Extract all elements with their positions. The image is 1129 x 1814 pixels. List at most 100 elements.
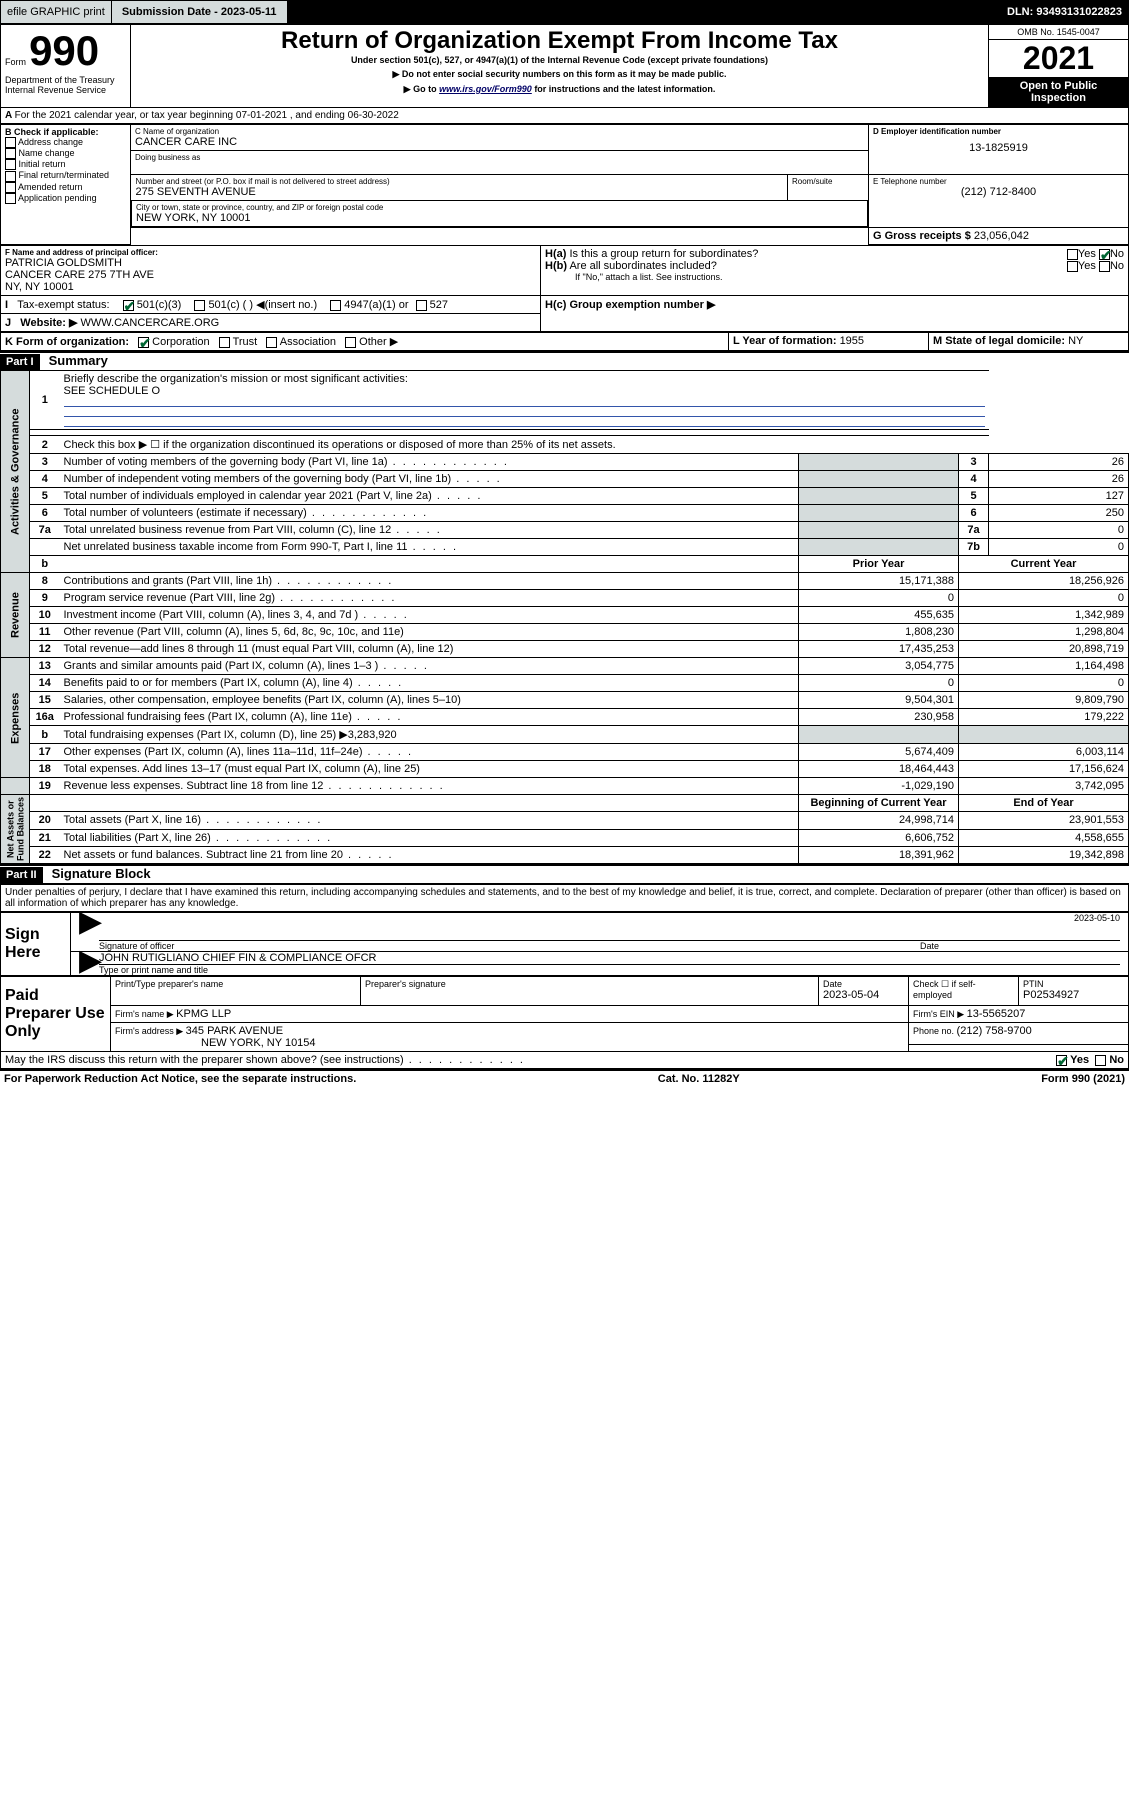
cb-trust[interactable] [219,337,230,348]
prior-year-header: Prior Year [799,556,959,573]
cb-association[interactable] [266,337,277,348]
org-name: CANCER CARE INC [135,136,864,148]
sign-arrow-icon-2: ▶ [79,952,99,975]
officer-name: PATRICIA GOLDSMITH [5,257,536,269]
current-year-header: Current Year [959,556,1129,573]
s1-text: SEE SCHEDULE O [64,385,161,397]
end-year-header: End of Year [959,795,1129,812]
gross-receipts-value: 23,056,042 [974,230,1029,242]
cb-address-change[interactable]: Address change [5,137,126,148]
hb-no[interactable] [1099,261,1110,272]
topbar: efile GRAPHIC print Submission Date - 20… [0,0,1129,24]
vlabel-revenue: Revenue [1,573,30,658]
ha-line: H(a) Is this a group return for subordin… [545,248,1124,260]
sign-here-block: Sign Here ▶ 2023-05-10 Signature of offi… [0,912,1129,976]
ein-value: 13-1825919 [873,142,1124,154]
klm-block: K Form of organization: Corporation Trus… [0,332,1129,351]
cb-corporation[interactable] [138,337,149,348]
s1-label: Briefly describe the organization's miss… [64,373,408,385]
cb-amended-return[interactable]: Amended return [5,182,126,193]
dln-label: DLN: 93493131022823 [1001,1,1128,23]
tax-year: 2021 [989,40,1128,77]
city-label: City or town, state or province, country… [136,203,863,212]
officer-addr1: CANCER CARE 275 7TH AVE [5,269,536,281]
summary-table: Activities & Governance 1 Briefly descri… [0,370,1129,864]
year-formation: 1955 [840,335,864,347]
vlabel-netassets: Net Assets or Fund Balances [1,795,30,864]
state-domicile: NY [1068,335,1083,347]
paid-preparer-block: Paid Preparer Use Only Print/Type prepar… [0,976,1129,1052]
subtitle-2: ▶ Do not enter social security numbers o… [135,69,984,80]
officer-group-block: F Name and address of principal officer:… [0,245,1129,332]
discuss-line: May the IRS discuss this return with the… [0,1052,1129,1069]
hc-label: H(c) Group exemption number ▶ [545,299,715,311]
row3-desc: Number of voting members of the governin… [60,454,799,471]
ha-yes[interactable] [1067,249,1078,260]
street-label: Number and street (or P.O. box if mail i… [136,177,784,186]
line-k-label: K Form of organization: [5,336,129,348]
form-number: 990 [29,27,99,74]
cb-name-change[interactable]: Name change [5,148,126,159]
form-title: Return of Organization Exempt From Incom… [135,27,984,55]
box-c-label: C Name of organization [135,127,864,136]
website-label: Website: ▶ [20,317,77,329]
line-l-label: L Year of formation: [733,335,840,347]
box-f-label: F Name and address of principal officer: [5,248,536,257]
footer: For Paperwork Reduction Act Notice, see … [0,1069,1129,1087]
identity-block: B Check if applicable: Address change Na… [0,124,1129,245]
cb-4947[interactable] [330,300,341,311]
sign-here-label: Sign Here [1,913,71,976]
sig-officer-label: Signature of officer [99,941,920,951]
omb-label: OMB No. 1545-0047 [989,25,1128,40]
header-table: Form 990 Department of the Treasury Inte… [0,24,1129,108]
part1-header: Part I Summary [0,351,1129,370]
website-value: WWW.CANCERCARE.ORG [81,317,220,329]
form-label: Form [5,57,26,67]
subtitle-3: ▶ Go to www.irs.gov/Form990 for instruct… [135,84,984,95]
street-value: 275 SEVENTH AVENUE [136,186,784,198]
hb-yes[interactable] [1067,261,1078,272]
cb-final-return[interactable]: Final return/terminated [5,170,126,181]
dba-label: Doing business as [135,153,864,162]
cb-501c3[interactable] [123,300,134,311]
cb-other[interactable] [345,337,356,348]
box-d-label: D Employer identification number [873,127,1124,136]
box-b-label: B Check if applicable: [5,127,126,137]
hb-line: H(b) Are all subordinates included? Yes … [545,260,1124,272]
box-g-label: G Gross receipts $ [873,230,974,242]
cb-527[interactable] [416,300,427,311]
part2-header: Part II Signature Block [0,864,1129,883]
s2-text: Check this box ▶ ☐ if the organization d… [60,436,989,454]
box-e-label: E Telephone number [873,177,1124,186]
footer-right: Form 990 (2021) [1041,1073,1125,1085]
vlabel-expenses: Expenses [1,658,30,778]
irs-link[interactable]: www.irs.gov/Form990 [439,84,532,94]
officer-addr2: NY, NY 10001 [5,281,536,293]
officer-name-title: JOHN RUTIGLIANO CHIEF FIN & COMPLIANCE O… [99,952,1120,965]
discuss-no[interactable] [1095,1055,1106,1066]
city-value: NEW YORK, NY 10001 [136,212,863,224]
line-a: A For the 2021 calendar year, or tax yea… [0,108,1129,124]
tax-exempt-label: Tax-exempt status: [17,299,109,311]
footer-left: For Paperwork Reduction Act Notice, see … [4,1073,356,1085]
submission-date-button[interactable]: Submission Date - 2023-05-11 [112,1,288,23]
cb-initial-return[interactable]: Initial return [5,159,126,170]
subtitle-1: Under section 501(c), 527, or 4947(a)(1)… [135,55,984,65]
telephone-value: (212) 712-8400 [873,186,1124,198]
paid-preparer-label: Paid Preparer Use Only [1,977,111,1052]
sign-date-value: 2023-05-10 [99,913,1120,923]
cb-501c[interactable] [194,300,205,311]
vlabel-governance: Activities & Governance [1,371,30,573]
beg-year-header: Beginning of Current Year [799,795,959,812]
line-m-label: M State of legal domicile: [933,335,1068,347]
efile-label: efile GRAPHIC print [1,1,112,23]
name-title-label: Type or print name and title [99,965,1120,975]
row3-val: 26 [989,454,1129,471]
ha-no[interactable] [1099,249,1110,260]
cb-application-pending[interactable]: Application pending [5,193,126,204]
topbar-gap [288,1,1002,23]
discuss-yes[interactable] [1056,1055,1067,1066]
open-public-inspection: Open to Public Inspection [989,77,1128,107]
sig-date-label: Date [920,941,1120,951]
footer-center: Cat. No. 11282Y [658,1073,740,1085]
